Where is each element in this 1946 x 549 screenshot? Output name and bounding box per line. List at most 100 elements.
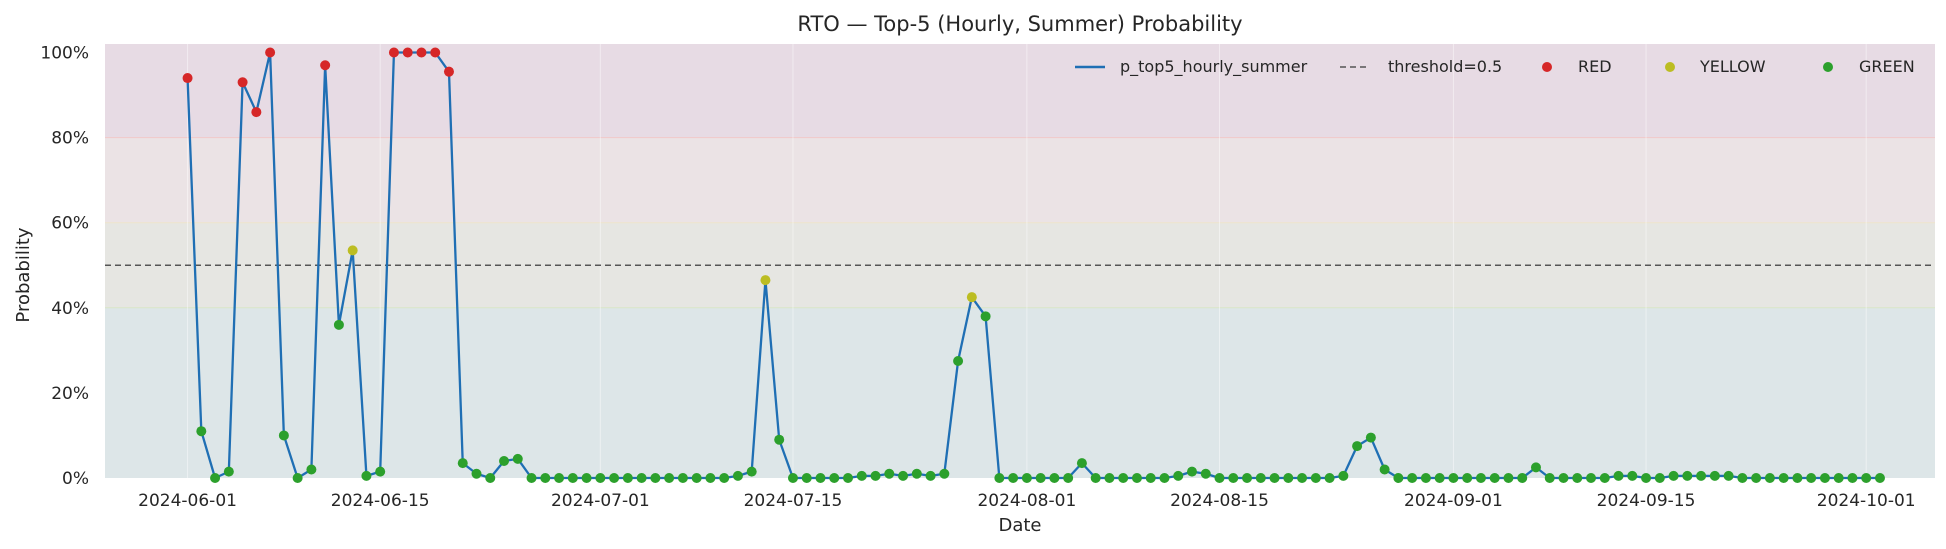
y-tick-label: 60% <box>51 214 89 234</box>
data-point-green <box>1682 470 1693 481</box>
data-point-green <box>664 473 675 483</box>
data-point-green <box>1297 473 1308 483</box>
x-tick-label: 2024-07-15 <box>744 491 843 511</box>
data-point-green <box>622 473 633 483</box>
data-point-green <box>746 466 757 477</box>
data-point-green <box>361 470 372 481</box>
data-point-green <box>457 458 468 469</box>
probability-band <box>105 137 1935 223</box>
data-point-green <box>1627 470 1638 481</box>
data-point-green <box>1723 470 1734 481</box>
data-point-green <box>815 473 826 483</box>
data-point-green <box>1379 464 1390 475</box>
data-point-green <box>1654 473 1665 483</box>
data-point-green <box>1874 473 1885 483</box>
data-point-green <box>719 473 730 483</box>
data-point-green <box>677 473 688 483</box>
data-point-green <box>939 468 950 479</box>
data-point-green <box>375 466 386 477</box>
data-point-green <box>333 319 344 330</box>
data-point-green <box>306 464 317 475</box>
y-axis-label: Probability <box>13 227 34 322</box>
data-point-green <box>512 453 523 464</box>
data-point-green <box>1242 473 1253 483</box>
series-line <box>186 51 1880 480</box>
data-point-green <box>1586 473 1597 483</box>
data-point-green <box>1737 473 1748 483</box>
data-point-green <box>1076 458 1087 469</box>
data-point-green <box>1530 462 1541 473</box>
legend-series-label: p_top5_hourly_summer <box>1120 57 1308 77</box>
data-point-green <box>471 468 482 479</box>
data-point-green <box>1049 473 1060 483</box>
data-point-green <box>1090 473 1101 483</box>
x-tick-label: 2024-08-01 <box>977 491 1076 511</box>
data-point-green <box>540 473 551 483</box>
data-point-green <box>1324 473 1335 483</box>
data-point-green <box>829 473 840 483</box>
data-point-green <box>898 470 909 481</box>
data-point-green <box>278 430 289 441</box>
data-point-green <box>925 470 936 481</box>
data-point-green <box>1613 470 1624 481</box>
x-axis-label: Date <box>998 515 1041 536</box>
data-point-green <box>1847 473 1858 483</box>
x-tick-label: 2024-06-01 <box>138 491 237 511</box>
legend-yellow-label: YELLOW <box>1699 57 1766 76</box>
y-tick-label: 100% <box>40 44 89 64</box>
data-point-green <box>1008 473 1019 483</box>
data-point-green <box>732 470 743 481</box>
data-point-green <box>1544 473 1555 483</box>
data-point-green <box>787 473 798 483</box>
data-point-red <box>320 60 331 71</box>
data-point-red <box>443 66 454 77</box>
legend-red-marker <box>1542 62 1552 72</box>
x-axis-ticks: 2024-06-01 2024-06-15 2024-07-01 2024-07-15… <box>138 491 1915 511</box>
data-point-green <box>1792 473 1803 483</box>
data-point-green <box>1861 473 1872 483</box>
data-point-green <box>953 355 964 366</box>
data-point-green <box>801 473 812 483</box>
data-point-green <box>1599 473 1610 483</box>
data-point-green <box>567 473 578 483</box>
data-point-green <box>1255 473 1266 483</box>
data-point-green <box>705 473 716 483</box>
chart-title: RTO — Top-5 (Hourly, Summer) Probability <box>797 12 1242 36</box>
data-point-green <box>196 426 207 437</box>
data-point-green <box>1283 473 1294 483</box>
data-point-green <box>1118 473 1129 483</box>
data-point-green <box>1434 473 1445 483</box>
data-point-green <box>1365 432 1376 443</box>
y-tick-label: 20% <box>51 384 89 404</box>
data-point-green <box>1021 473 1032 483</box>
data-point-green <box>980 311 991 322</box>
legend-green-marker <box>1823 62 1833 72</box>
legend-threshold-label: threshold=0.5 <box>1388 57 1502 76</box>
data-point-red <box>402 47 413 58</box>
data-point-green <box>223 466 234 477</box>
x-tick-label: 2024-06-15 <box>331 491 430 511</box>
data-point-green <box>1764 473 1775 483</box>
data-point-green <box>691 473 702 483</box>
data-point-red <box>416 47 427 58</box>
data-point-green <box>1819 473 1830 483</box>
data-point-green <box>1641 473 1652 483</box>
data-point-green <box>1517 473 1528 483</box>
data-point-green <box>595 473 606 483</box>
data-point-green <box>499 455 510 466</box>
data-point-green <box>1558 473 1569 483</box>
data-point-yellow <box>966 292 977 303</box>
data-point-green <box>843 473 854 483</box>
data-point-yellow <box>760 275 771 286</box>
data-points <box>182 47 1885 483</box>
data-point-green <box>1063 473 1074 483</box>
data-point-green <box>1407 473 1418 483</box>
data-point-green <box>870 470 881 481</box>
data-point-green <box>292 473 303 483</box>
data-point-green <box>1338 470 1349 481</box>
y-tick-label: 0% <box>62 469 89 489</box>
data-point-green <box>1709 470 1720 481</box>
y-tick-label: 80% <box>51 129 89 149</box>
data-point-green <box>1462 473 1473 483</box>
data-point-green <box>774 434 785 445</box>
